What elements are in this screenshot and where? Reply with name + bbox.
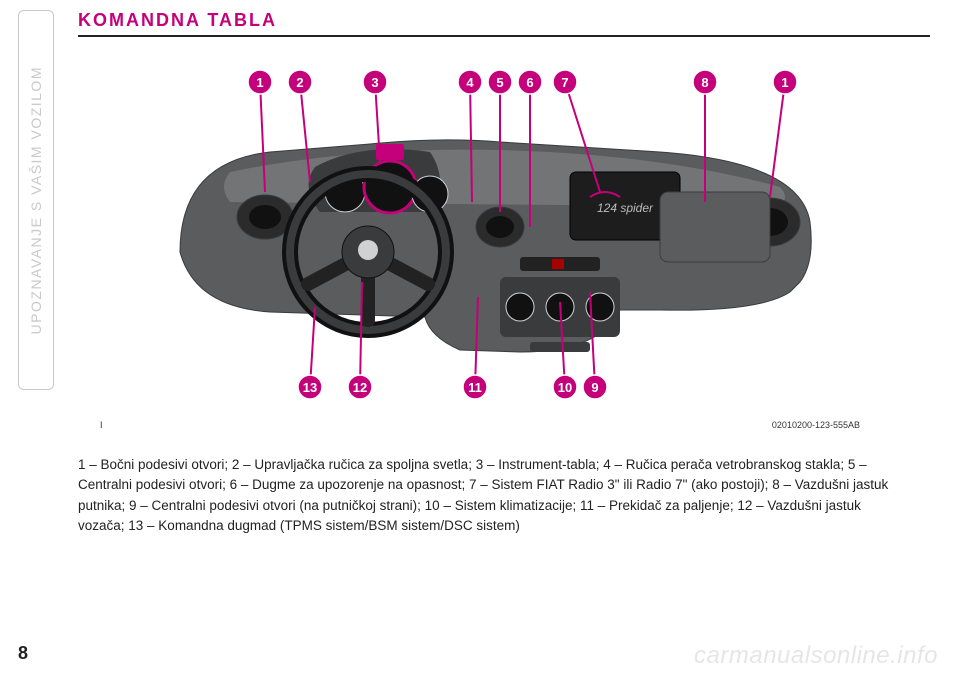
svg-text:12: 12 <box>353 380 367 395</box>
svg-text:124 spider: 124 spider <box>597 201 654 215</box>
svg-text:6: 6 <box>526 75 533 90</box>
svg-text:4: 4 <box>466 75 474 90</box>
page-number: 8 <box>18 643 28 664</box>
figure-caption: I 02010200-123-555AB <box>100 420 860 430</box>
section-heading: KOMANDNA TABLA <box>78 10 930 37</box>
svg-text:1: 1 <box>256 75 263 90</box>
svg-text:1: 1 <box>781 75 788 90</box>
dashboard-svg: 124 spider123456781131211109 <box>100 52 860 412</box>
svg-text:3: 3 <box>371 75 378 90</box>
figure-description: 1 – Bočni podesivi otvori; 2 – Upravljač… <box>78 455 910 536</box>
section-title: KOMANDNA TABLA <box>78 10 930 31</box>
dashboard-figure: 124 spider123456781131211109 <box>100 52 860 412</box>
side-tab-label: UPOZNAVANJE S VAŠIM VOZILOM <box>28 66 44 334</box>
svg-text:7: 7 <box>561 75 568 90</box>
svg-text:11: 11 <box>468 380 482 395</box>
svg-text:8: 8 <box>701 75 708 90</box>
svg-text:5: 5 <box>496 75 503 90</box>
svg-text:2: 2 <box>296 75 303 90</box>
figure-label: I <box>100 420 103 430</box>
svg-text:10: 10 <box>558 380 572 395</box>
svg-text:13: 13 <box>303 380 317 395</box>
figure-code: 02010200-123-555AB <box>772 420 860 430</box>
svg-text:9: 9 <box>591 380 598 395</box>
watermark: carmanualsonline.info <box>694 642 938 670</box>
side-tab: UPOZNAVANJE S VAŠIM VOZILOM <box>18 10 54 390</box>
